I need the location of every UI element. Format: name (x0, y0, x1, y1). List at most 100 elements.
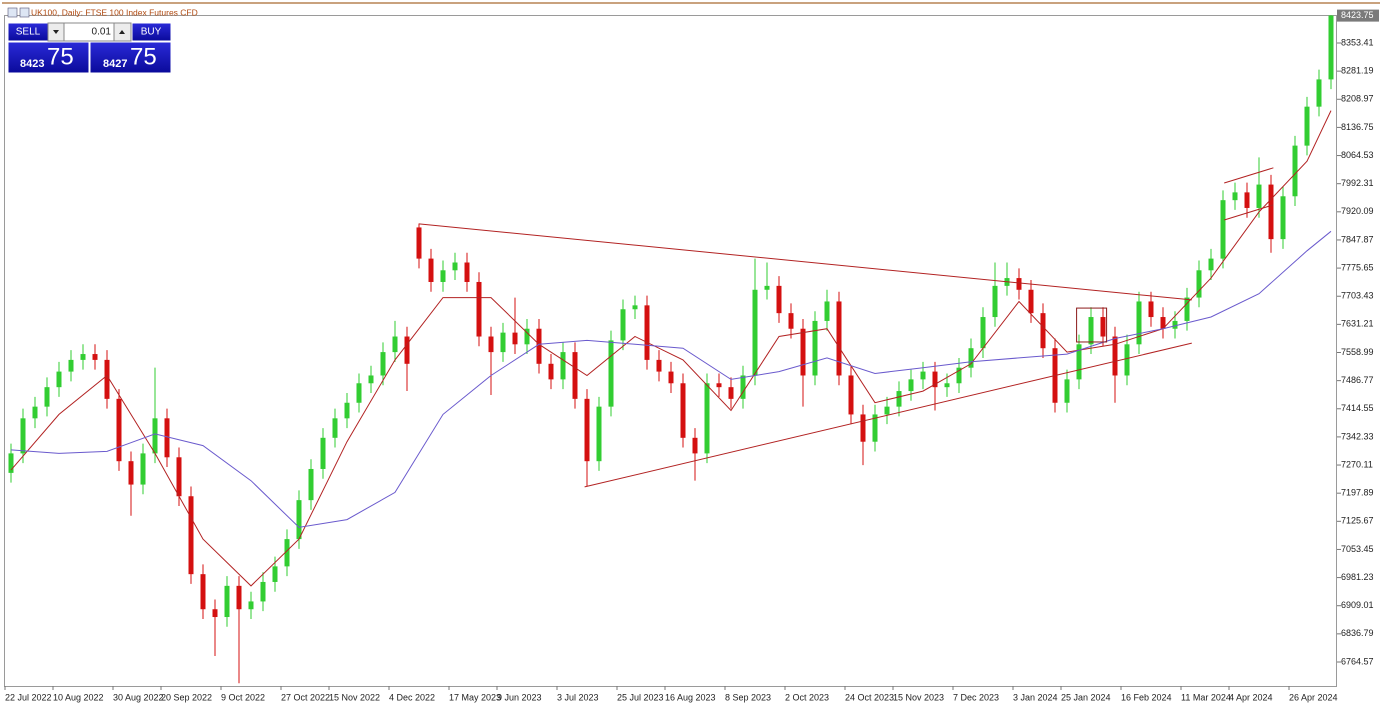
chart-title: UK100, Daily: FTSE 100 Index Futures CFD (31, 7, 198, 17)
x-tick-label: 25 Jan 2024 (1061, 692, 1111, 702)
x-tick-label: 8 Sep 2023 (725, 692, 771, 702)
plot-area (8, 15, 1334, 684)
candle-body (284, 539, 290, 567)
candle-body (1256, 184, 1262, 208)
candle-body (872, 414, 878, 442)
x-tick-label: 17 May 2023 (449, 692, 501, 702)
x-tick-label: 3 Jul 2023 (557, 692, 599, 702)
x-tick-label: 9 Jun 2023 (497, 692, 542, 702)
candle-body (800, 328, 806, 376)
y-tick-label: 7920.09 (1341, 206, 1374, 216)
candle-body (1196, 270, 1202, 298)
candle-body (1304, 106, 1310, 146)
window-icon (19, 7, 30, 18)
candle-body (692, 437, 698, 454)
candle-body (368, 375, 374, 384)
last-price-label: 8423.75 (1341, 10, 1374, 20)
candle-body (584, 398, 590, 462)
candle-body (1124, 344, 1130, 376)
candle-body (476, 281, 482, 337)
candle-body (572, 352, 578, 399)
buy-price: 8427 (103, 58, 127, 70)
candle-body (620, 309, 626, 341)
x-tick-label: 22 Jul 2022 (5, 692, 52, 702)
x-tick-label: 20 Sep 2022 (161, 692, 212, 702)
candle-body (20, 418, 26, 454)
candle-body (932, 371, 938, 388)
x-tick-label: 24 Oct 2023 (845, 692, 894, 702)
candle-body (1208, 258, 1214, 271)
x-tick-label: 27 Oct 2022 (281, 692, 330, 702)
x-tick-label: 15 Nov 2022 (329, 692, 380, 702)
y-tick-label: 8353.41 (1341, 37, 1374, 47)
plot-frame (4, 15, 1337, 687)
candle-body (668, 371, 674, 384)
candle-body (1100, 317, 1106, 337)
candle-body (1136, 301, 1142, 345)
x-tick-label: 10 Aug 2022 (53, 692, 104, 702)
sell-price-box[interactable] (7, 41, 90, 74)
candle-body (380, 352, 386, 376)
sell-pips: 75 (47, 43, 74, 70)
buy-button[interactable] (131, 22, 172, 42)
sell-label[interactable]: SELL (16, 27, 41, 38)
candle-body (968, 348, 974, 368)
buy-label[interactable]: BUY (141, 27, 162, 38)
y-tick-label: 6909.01 (1341, 600, 1374, 610)
x-tick-label: 26 Apr 2024 (1289, 692, 1338, 702)
candle-body (1040, 313, 1046, 349)
candle-body (296, 500, 302, 540)
candle-body (440, 270, 446, 282)
candle-body (188, 496, 194, 575)
candle-body (416, 227, 422, 259)
x-tick-label: 25 Jul 2023 (617, 692, 664, 702)
x-tick-label: 11 Mar 2024 (1181, 692, 1231, 702)
candle-body (680, 383, 686, 438)
candle-body (224, 585, 230, 618)
y-tick-label: 7631.21 (1341, 319, 1374, 329)
candle-body (944, 383, 950, 388)
candle-body (152, 418, 158, 454)
candle-body (644, 305, 650, 360)
y-tick-label: 7270.11 (1341, 459, 1373, 469)
y-tick-label: 7414.55 (1341, 403, 1374, 413)
x-tick-label: 3 Jan 2024 (1013, 692, 1058, 702)
candle-body (740, 375, 746, 399)
candle-body (1268, 184, 1274, 240)
candle-body (272, 566, 278, 582)
candle-body (788, 313, 794, 329)
candle-body (176, 457, 182, 497)
candle-body (848, 375, 854, 415)
candle-body (56, 371, 62, 388)
x-tick-label: 15 Nov 2023 (893, 692, 944, 702)
y-tick-label: 7775.65 (1341, 262, 1374, 272)
last-price-box (1337, 9, 1379, 22)
range-box (1076, 307, 1108, 343)
candle-body (8, 453, 14, 473)
candle-body (500, 332, 506, 353)
buy-price-box[interactable] (89, 41, 172, 74)
lot-value[interactable]: 0.01 (92, 27, 112, 38)
candle-body (776, 285, 782, 314)
candle-body (1076, 344, 1082, 380)
candle-body (1316, 79, 1322, 107)
candle-body (896, 391, 902, 407)
candle-body (212, 609, 218, 618)
x-tick-label: 7 Dec 2023 (953, 692, 999, 702)
y-tick-label: 8136.75 (1341, 122, 1374, 132)
y-tick-label: 7125.67 (1341, 516, 1374, 526)
moving-average (10, 230, 1332, 528)
candle-body (428, 258, 434, 282)
candle-body (860, 414, 866, 442)
y-tick-label: 8208.97 (1341, 94, 1374, 104)
x-tick-label: 16 Feb 2024 (1121, 692, 1172, 702)
x-tick-label: 9 Oct 2022 (221, 692, 265, 702)
candle-body (1172, 320, 1178, 329)
window-icon (7, 7, 18, 18)
candle-body (1220, 200, 1226, 259)
trendline (1224, 204, 1274, 221)
candle-body (200, 574, 206, 610)
y-tick-label: 7197.89 (1341, 488, 1374, 498)
